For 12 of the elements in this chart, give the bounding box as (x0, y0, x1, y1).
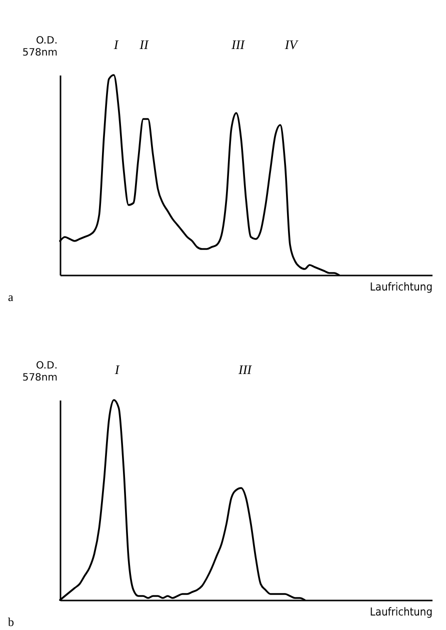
text: IV (284, 37, 300, 52)
text: II (138, 37, 149, 52)
text: III (238, 362, 252, 377)
text: I (114, 362, 120, 377)
y-axis-title: O.D. 578nm (22, 360, 58, 384)
x-axis-title: Laufrichtung (370, 606, 432, 618)
text: III (230, 37, 246, 52)
x-axis-title: Laufrichtung (370, 280, 432, 294)
text: b (8, 615, 14, 629)
y-axis-title: O.D. 578nm (22, 36, 58, 58)
text: a (8, 290, 14, 304)
text: I (112, 37, 119, 52)
